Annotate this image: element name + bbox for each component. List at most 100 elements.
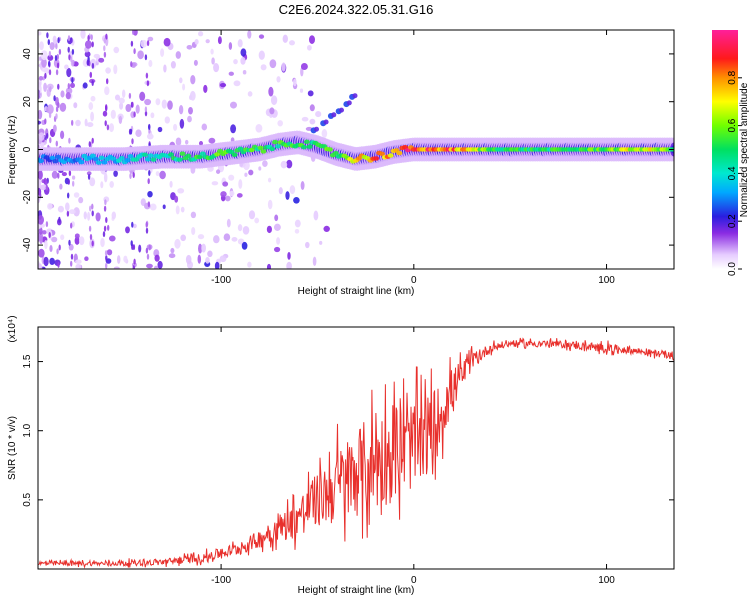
y-tick-label: 0	[22, 146, 33, 152]
spectrogram-cell	[38, 158, 44, 164]
spectrogram-cell	[247, 30, 252, 39]
spectrogram-cell	[86, 59, 90, 66]
spectrogram-cell	[314, 126, 319, 132]
spectrogram-cell	[281, 62, 286, 72]
spectrogram-xlabel: Height of straight line (km)	[298, 286, 415, 297]
spectrogram-cell	[173, 123, 178, 131]
spectrogram-cell	[56, 53, 59, 60]
spectrogram-cell	[323, 225, 330, 232]
spectrogram-cell	[59, 183, 63, 190]
spectrogram-cell	[216, 169, 221, 174]
y-tick-label: 20	[22, 96, 33, 108]
spectrogram-cell	[89, 177, 96, 187]
spectrogram-cell	[57, 83, 60, 90]
spectrogram-cell	[146, 133, 154, 140]
spectrogram-cell	[89, 153, 96, 158]
spectrogram-cell	[199, 151, 206, 156]
spectrogram-cell	[70, 56, 73, 63]
spectrogram-cell	[91, 80, 94, 86]
y-tick-label: 1.0	[22, 423, 33, 437]
spectrogram-cell	[72, 180, 75, 187]
spectrogram-cell	[277, 120, 283, 127]
spectrogram-cell	[89, 71, 93, 78]
spectrogram-cell	[220, 191, 227, 198]
spectrogram-cell	[127, 154, 134, 159]
spectrogram-cell	[48, 112, 52, 119]
spectrogram-cell	[52, 159, 59, 164]
chart-title: C2E6.2024.322.05.31.G16	[279, 2, 434, 17]
spectrogram-cell	[128, 92, 132, 99]
spectrogram-cell	[168, 253, 176, 259]
spectrogram-cell	[38, 132, 45, 141]
spectrogram-cell	[58, 48, 62, 55]
spectrogram-cell	[41, 230, 47, 235]
spectrogram-cell	[43, 256, 49, 267]
spectrogram-cell	[180, 234, 187, 242]
spectrogram-cell	[170, 247, 175, 254]
spectrogram-cell	[89, 205, 92, 212]
spectrogram-cell	[92, 156, 99, 162]
spectrogram-cell	[68, 170, 72, 177]
spectrogram-cell	[228, 71, 234, 76]
spectrogram-cell	[47, 54, 54, 61]
spectrogram-cell	[150, 157, 157, 162]
spectrogram-cell	[71, 119, 74, 126]
spectrogram-cell	[104, 86, 110, 96]
spectrogram-cell	[207, 250, 213, 258]
spectrogram-cell	[48, 69, 52, 76]
spectrogram-cell	[132, 244, 136, 251]
spectrogram-cell	[113, 46, 120, 54]
spectrogram-cell	[154, 254, 160, 262]
spectrogram-cell	[258, 166, 262, 171]
spectrogram-cell	[148, 244, 151, 251]
spectrogram-cell	[41, 57, 47, 68]
spectrogram-cell	[67, 192, 70, 199]
spectrogram-cell	[133, 111, 136, 118]
spectrogram-cell	[102, 110, 108, 117]
spectrogram-cell	[129, 173, 132, 179]
spectrogram-cell	[301, 116, 309, 122]
spectrogram-cell	[103, 225, 107, 232]
spectrogram-cell	[91, 203, 94, 210]
spectrogram-cell	[90, 111, 95, 122]
spectrogram-cell	[68, 54, 71, 61]
spectrogram-cell	[105, 104, 108, 111]
spectrogram-cell	[294, 219, 301, 228]
spectrogram-cell	[58, 216, 61, 223]
spectrogram-cell	[78, 159, 85, 165]
spectrogram-cell	[289, 40, 295, 46]
spectrogram-cell	[95, 212, 101, 222]
colorbar-tick-label: 0.6	[727, 118, 738, 132]
colorbar: 0.0 0.2 0.4 0.6 0.8 Normalized spectral ampl…	[712, 30, 750, 276]
spectrogram-cell	[144, 106, 148, 113]
spectrogram-cell	[145, 247, 149, 254]
spectrogram-cell	[190, 211, 197, 219]
spectrogram-cell	[269, 107, 275, 115]
spectrogram-cell	[147, 178, 150, 185]
spectrogram-cell	[231, 152, 238, 157]
spectrogram-cell	[67, 83, 71, 89]
spectrogram-cell	[101, 160, 108, 165]
spectrogram-cell	[98, 155, 105, 160]
spectrogram-cell	[132, 223, 137, 229]
spectrogram-cell	[43, 82, 48, 92]
spectrogram-cell	[300, 181, 305, 190]
spectrogram-cell	[139, 91, 146, 101]
spectrogram-cell	[105, 67, 111, 74]
spectrogram-cell	[38, 232, 41, 242]
spectrogram-cell	[78, 196, 84, 204]
spectrogram-cell	[205, 256, 210, 264]
spectrogram-cell	[262, 160, 268, 167]
spectrogram-cell	[60, 234, 65, 241]
spectrogram-cell	[68, 209, 76, 215]
spectrogram-cell	[179, 77, 183, 84]
spectrogram-cell	[103, 45, 106, 52]
colorbar-tick-label: 0.0	[727, 262, 738, 276]
spectrogram-cell	[49, 42, 55, 51]
spectrogram-cell	[103, 37, 107, 44]
spectrogram-cell	[300, 67, 304, 77]
spectrogram-cell	[230, 124, 237, 134]
spectrogram-cell	[147, 153, 154, 158]
spectrogram-cell	[90, 34, 93, 41]
spectrogram-cell	[176, 157, 183, 162]
